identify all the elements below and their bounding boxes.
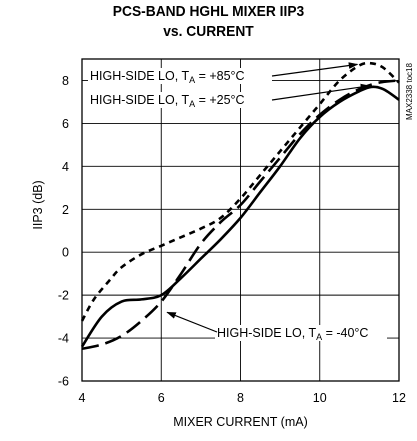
series-label-bg — [215, 325, 387, 341]
x-tick-label: 10 — [313, 391, 327, 405]
y-tick-label: 4 — [62, 160, 69, 174]
x-tick-label: 4 — [79, 391, 86, 405]
series-line — [81, 79, 400, 351]
x-tick-label: 6 — [158, 391, 165, 405]
series-label-arrow — [271, 62, 359, 77]
tick-labels: 4 6 8 10 12 -6 -4 -2 0 2 4 6 8 — [58, 74, 406, 405]
series-label-arrow — [166, 311, 218, 333]
part-code: MAX2338 toc18 — [405, 63, 414, 120]
x-tick-label: 12 — [392, 391, 406, 405]
series-line — [80, 61, 400, 322]
y-axis-label: IIP3 (dB) — [31, 180, 45, 229]
y-tick-label: -6 — [58, 375, 69, 389]
chart-title-line1: PCS-BAND HGHL MIXER IIP3 — [112, 3, 305, 20]
y-tick-label: 0 — [62, 246, 69, 260]
series-label: HIGH-SIDE LO, TA = +85°C — [90, 69, 245, 85]
series-line — [80, 85, 400, 348]
annotations: HIGH-SIDE LO, TA = +85°C HIGH-SIDE LO, TA… — [88, 62, 387, 342]
y-tick-label: 2 — [62, 203, 69, 217]
chart-title-line2: vs. CURRENT — [163, 23, 254, 40]
series-label-arrow — [271, 83, 371, 101]
series-label-bg — [88, 92, 272, 108]
y-tick-label: 8 — [62, 74, 69, 88]
series-label: HIGH-SIDE LO, TA = +25°C — [90, 93, 245, 109]
x-tick-label: 8 — [237, 391, 244, 405]
series-layer — [80, 61, 400, 351]
y-tick-label: 6 — [62, 117, 69, 131]
x-axis-label: MIXER CURRENT (mA) — [173, 415, 308, 429]
series-label-bg — [88, 68, 272, 84]
series-label: HIGH-SIDE LO, TA = -40°C — [217, 326, 368, 342]
plot-frame — [81, 58, 400, 382]
y-tick-label: -4 — [58, 332, 69, 346]
y-tick-label: -2 — [58, 289, 69, 303]
